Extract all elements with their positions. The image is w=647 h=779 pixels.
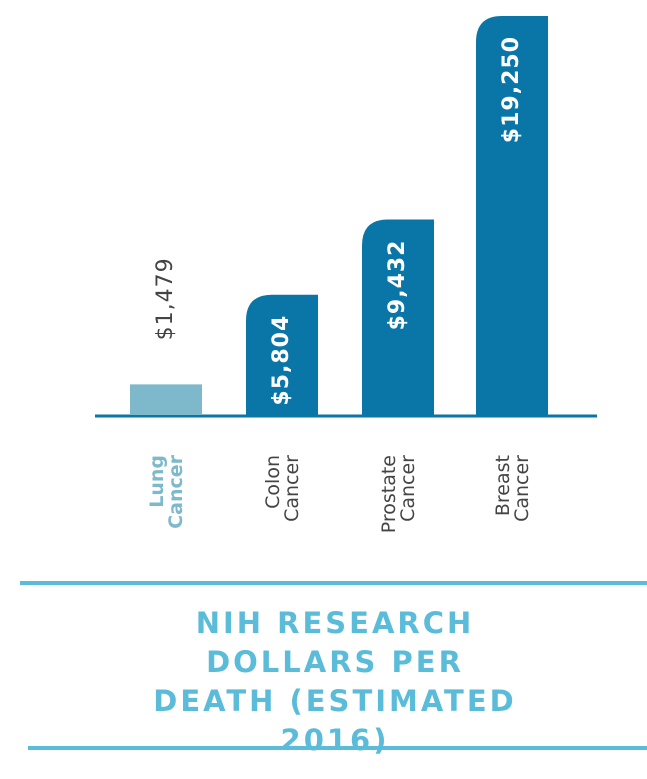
x-tick-label-line: Cancer: [165, 454, 187, 528]
bar: [476, 16, 548, 415]
bar: [362, 219, 434, 415]
x-tick-label-line: Cancer: [511, 455, 533, 522]
value-label: $1,479: [153, 257, 178, 340]
bar: [246, 294, 318, 415]
value-label: $5,804: [269, 315, 294, 406]
value-label: $19,250: [499, 36, 524, 143]
x-tick-label-line: Prostate: [378, 455, 400, 533]
chart-title: NIH RESEARCH DOLLARS PER DEATH (ESTIMATE…: [153, 606, 517, 757]
x-tick-label-line: Cancer: [397, 455, 419, 522]
x-tick-label-line: Colon: [262, 455, 284, 509]
value-label: $9,432: [385, 240, 410, 331]
x-tick-label-line: Cancer: [281, 455, 303, 522]
x-tick-label: LungCancer: [146, 454, 187, 528]
bar: [130, 384, 202, 415]
x-tick-label: ProstateCancer: [378, 455, 419, 533]
x-tick-label-line: Lung: [146, 455, 168, 508]
x-tick-label-line: Breast: [492, 455, 514, 516]
x-tick-label: BreastCancer: [492, 455, 533, 522]
x-tick-label: ColonCancer: [262, 455, 303, 522]
